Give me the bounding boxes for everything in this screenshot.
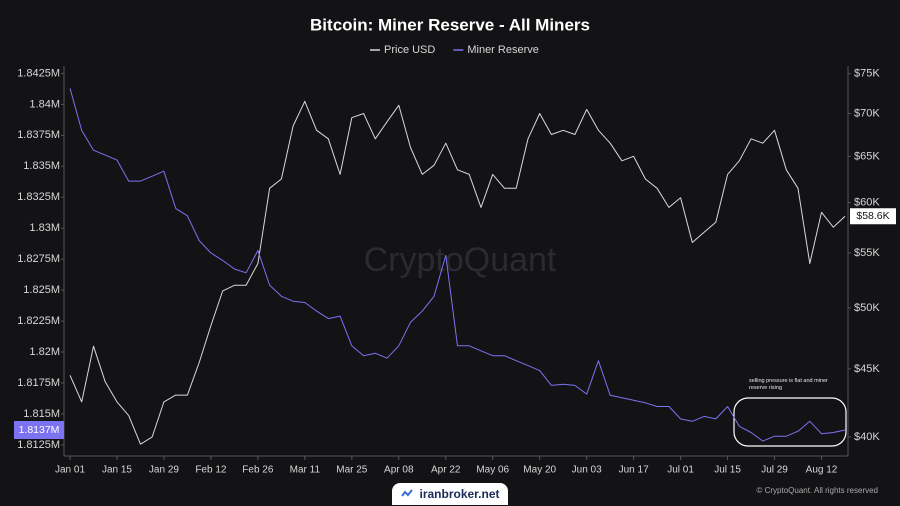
annotation-box <box>733 397 847 447</box>
y-tick-label: 1.8325M <box>17 191 60 203</box>
annotation-text: selling pressure is flat and miner reser… <box>749 378 828 391</box>
current-badge-label: 1.8137M <box>19 424 60 436</box>
y-tick-label: 1.8125M <box>17 439 60 451</box>
brand-icon <box>401 489 414 497</box>
x-tick-label: Mar 11 <box>290 465 321 476</box>
y-tick-label: 1.8425M <box>17 67 60 79</box>
y-tick-label: 1.825M <box>23 284 60 296</box>
y-tick-label: 1.8225M <box>17 315 60 327</box>
x-tick-label: Jun 17 <box>619 465 649 476</box>
y-tick-label: 1.8175M <box>17 377 60 389</box>
brand-text: iranbroker.net <box>419 487 500 501</box>
x-tick-label: Jan 01 <box>55 465 85 476</box>
x-tick-label: Apr 22 <box>431 465 461 476</box>
x-tick-label: May 06 <box>476 465 509 476</box>
y-tick-label: 1.8275M <box>17 253 60 265</box>
x-tick-label: Jul 01 <box>667 465 694 476</box>
y-tick-label: 1.8375M <box>17 129 60 141</box>
x-tick-label: Feb 26 <box>242 465 274 476</box>
x-tick-label: Apr 08 <box>384 465 414 476</box>
current-badge-label: $58.6K <box>856 210 889 222</box>
x-tick-label: May 20 <box>523 465 556 476</box>
x-tick-label: Jun 03 <box>572 465 602 476</box>
copyright: © CryptoQuant. All rights reserved <box>757 486 879 495</box>
watermark: CryptoQuant <box>364 241 557 279</box>
y-tick-label: 1.82M <box>29 346 60 358</box>
y2-tick-label: $50K <box>854 302 880 314</box>
x-tick-label: Aug 12 <box>806 465 838 476</box>
legend-label: Price USD <box>384 44 435 56</box>
x-tick-label: Jan 29 <box>149 465 179 476</box>
x-tick-label: Jul 29 <box>761 465 788 476</box>
chart-title: Bitcoin: Miner Reserve - All Miners <box>310 15 590 34</box>
y-tick-label: 1.83M <box>29 222 60 234</box>
y2-tick-label: $55K <box>854 247 880 259</box>
current-badge <box>14 421 64 439</box>
series-line <box>69 88 846 442</box>
x-tick-label: Mar 25 <box>336 465 368 476</box>
legend-label: Miner Reserve <box>467 44 539 56</box>
series-line <box>69 100 846 445</box>
y2-tick-label: $70K <box>854 107 880 119</box>
x-tick-label: Jan 15 <box>102 465 132 476</box>
y-tick-label: 1.84M <box>29 98 60 110</box>
y2-tick-label: $60K <box>854 197 880 209</box>
y2-tick-label: $65K <box>854 150 880 162</box>
x-tick-label: Jul 15 <box>714 465 741 476</box>
brand-badge: iranbroker.net <box>392 483 508 505</box>
current-badge <box>850 208 896 225</box>
y-tick-label: 1.815M <box>23 408 60 420</box>
y-tick-label: 1.835M <box>23 160 60 172</box>
x-tick-label: Feb 12 <box>195 465 227 476</box>
y2-tick-label: $45K <box>854 363 880 375</box>
y2-tick-label: $40K <box>854 431 880 443</box>
y2-tick-label: $75K <box>854 68 880 80</box>
